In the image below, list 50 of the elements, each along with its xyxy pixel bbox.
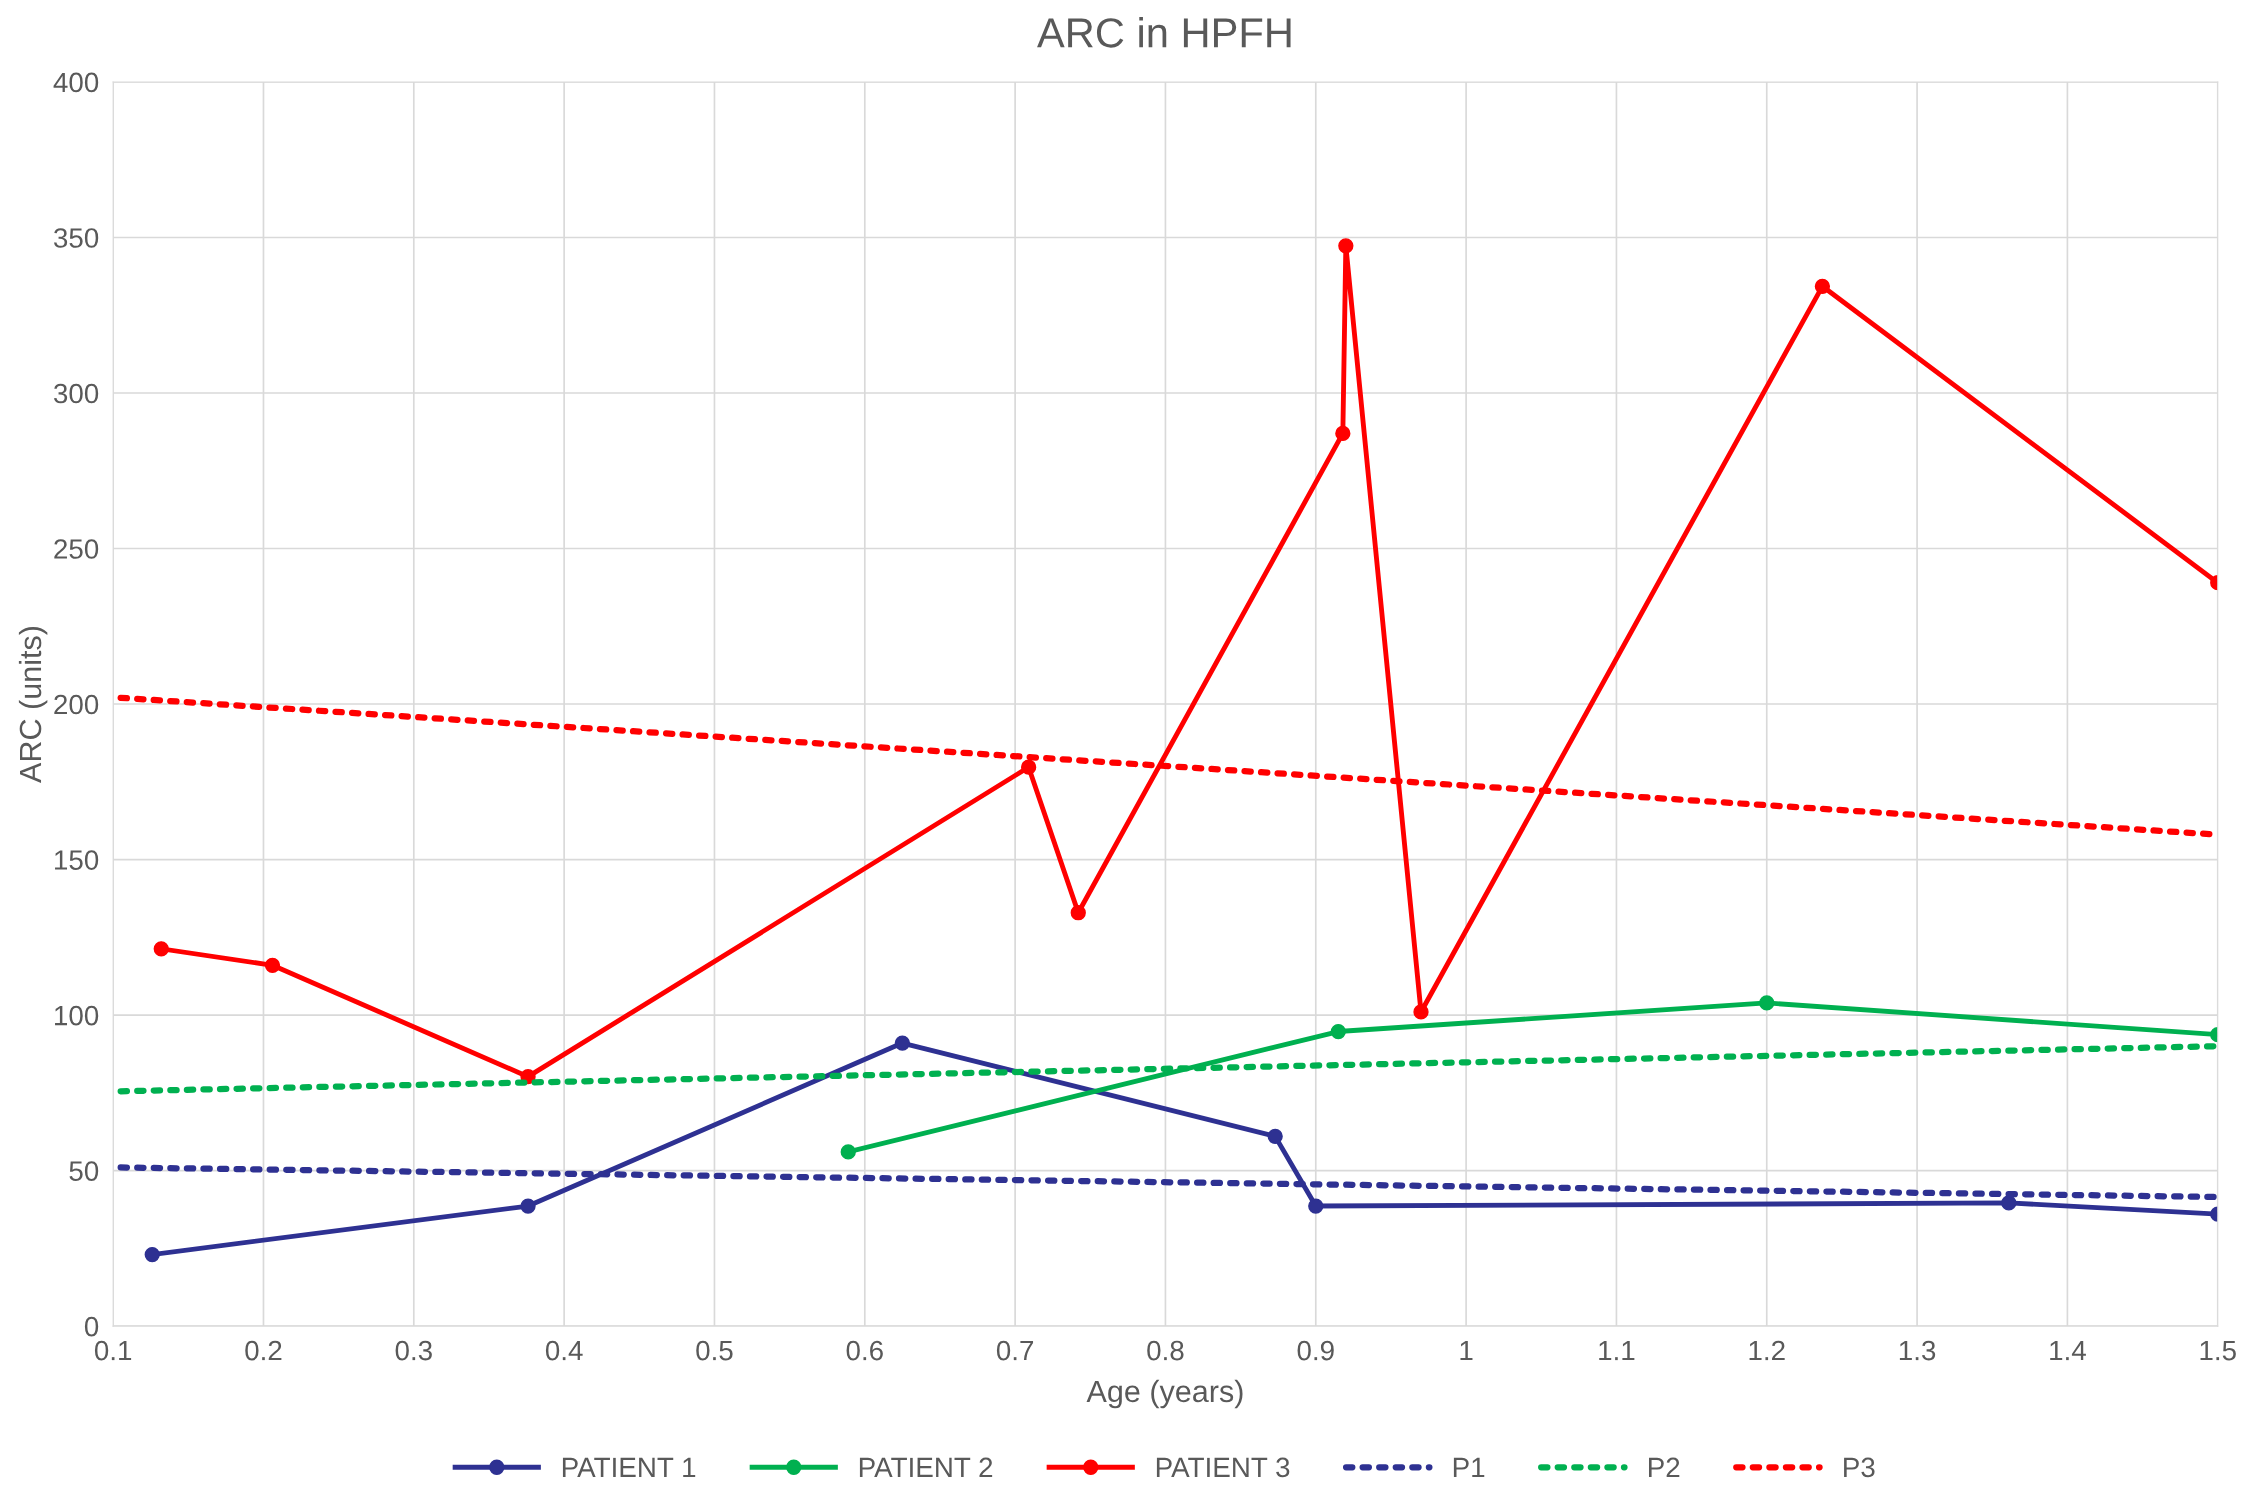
- y-tick-label: 300: [53, 383, 99, 404]
- y-tick-label: 100: [55, 1005, 99, 1026]
- point: [1267, 1128, 1283, 1145]
- y-tick-label: 350: [53, 228, 99, 248]
- legend-label: PATIENT 1: [562, 1457, 696, 1477]
- point: [520, 1198, 536, 1214]
- x-axis-title: Age (years): [1086, 1379, 1243, 1409]
- x-tick-label: 0.3: [395, 1340, 432, 1361]
- x-tick-label: 0.6: [846, 1340, 883, 1361]
- x-tick-label: 1.2: [1749, 1340, 1785, 1361]
- y-tick-label: 50: [69, 1161, 99, 1181]
- y-axis-title: ARC (units): [18, 626, 48, 783]
- y-tick-label: 0: [84, 1316, 99, 1337]
- point: [144, 1246, 160, 1263]
- point: [1338, 238, 1354, 254]
- x-tick-label: 0.9: [1297, 1340, 1334, 1361]
- legend-label: P2: [1649, 1457, 1680, 1477]
- x-tick-label: 0.8: [1147, 1340, 1184, 1361]
- point: [840, 1144, 856, 1160]
- x-tick-label: 1: [1460, 1341, 1473, 1361]
- legend-label: P3: [1844, 1457, 1875, 1478]
- x-tick-label: 1.1: [1599, 1341, 1635, 1361]
- x-tick-label: 1.4: [2050, 1341, 2086, 1361]
- point: [1413, 1004, 1429, 1020]
- x-tick-label: 0.5: [696, 1340, 733, 1361]
- point: [1759, 995, 1775, 1011]
- point: [1308, 1198, 1324, 1214]
- y-tick-label: 250: [54, 539, 99, 559]
- point: [1330, 1023, 1346, 1040]
- point: [1070, 905, 1086, 921]
- x-tick-label: 0.1: [94, 1340, 132, 1361]
- legend-label: PATIENT 2: [859, 1457, 993, 1477]
- point: [894, 1035, 911, 1051]
- point: [1021, 759, 1037, 775]
- chart-title: ARC in HPFH: [1037, 17, 1291, 48]
- x-tick-label: 1.5: [2200, 1341, 2236, 1361]
- point: [1814, 278, 1831, 294]
- x-tick-label: 1.3: [1899, 1340, 1936, 1361]
- point: [153, 941, 169, 957]
- legend-label: PATIENT 3: [1156, 1457, 1290, 1478]
- point: [1335, 425, 1351, 442]
- point: [264, 957, 281, 973]
- point: [2001, 1195, 2017, 1211]
- y-tick-label: 150: [55, 850, 99, 870]
- x-tick-label: 0.7: [996, 1340, 1034, 1361]
- x-tick-label: 0.4: [545, 1340, 583, 1361]
- x-tick-label: 0.2: [245, 1340, 282, 1361]
- y-tick-label: 400: [53, 72, 99, 93]
- legend-label: P1: [1453, 1457, 1485, 1477]
- y-tick-label: 200: [54, 694, 99, 715]
